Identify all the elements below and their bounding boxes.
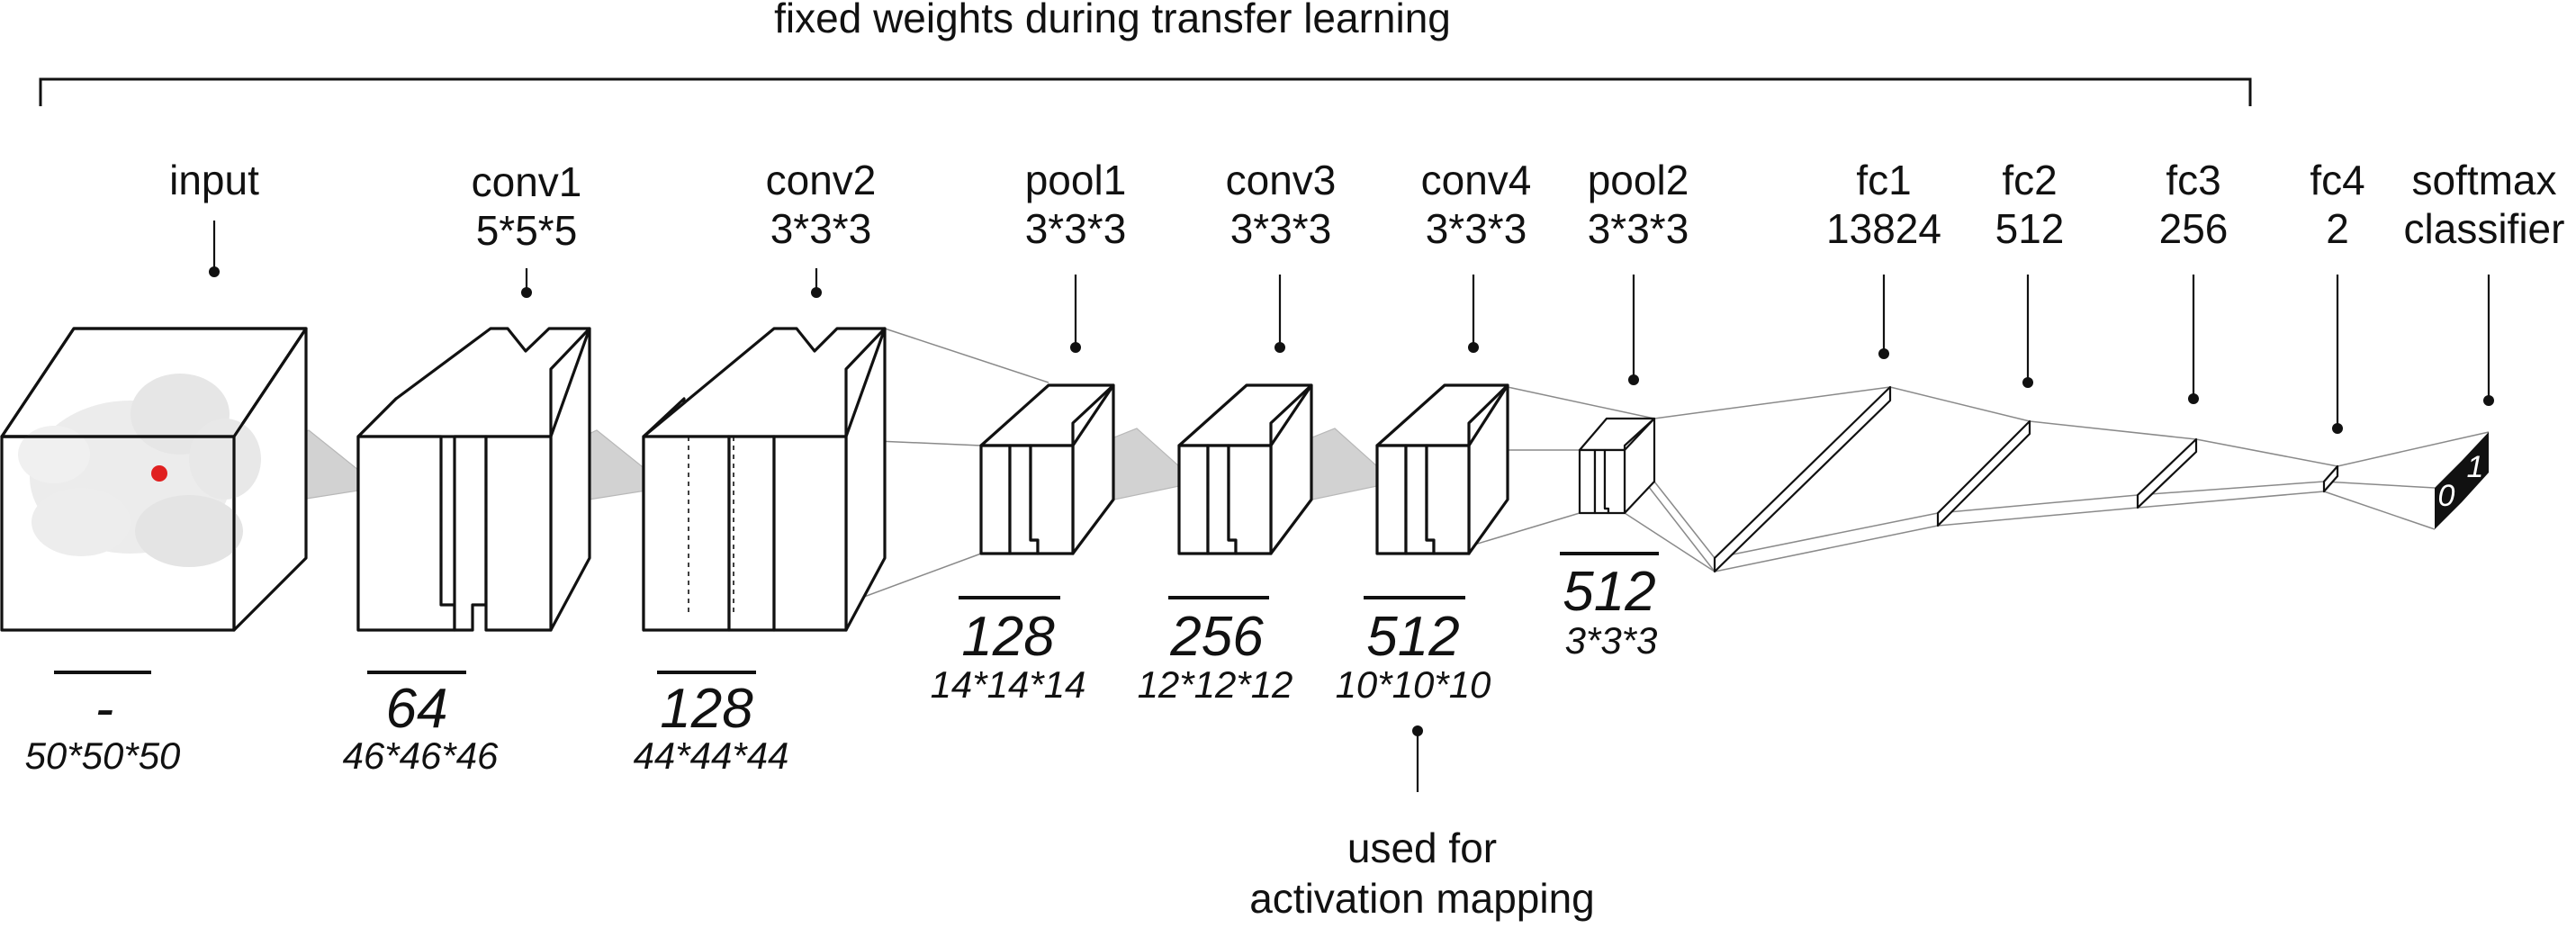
highlight-dot (151, 465, 167, 482)
fc2-label: fc2 (2002, 157, 2057, 203)
input-channels: - (95, 678, 114, 740)
conv2-channels: 128 (660, 678, 753, 740)
fc2-slab (1936, 419, 2031, 527)
input-volume (0, 327, 308, 632)
classifier-label-line1: softmax (2411, 157, 2556, 203)
conv3-label: conv3 (1226, 157, 1337, 203)
conv1-channels: 64 (386, 678, 448, 740)
conv4-label: conv4 (1421, 157, 1532, 203)
classifier-label-line2: classifier (2404, 205, 2565, 252)
conv4-block (1375, 383, 1509, 555)
conv1-block (356, 327, 591, 632)
pool2-size: 3*3*3 (1565, 619, 1658, 662)
pool1-label: pool1 (1025, 157, 1127, 203)
conv1-kernel: 5*5*5 (476, 207, 578, 254)
conv3-kernel: 3*3*3 (1230, 205, 1332, 252)
input-label: input (169, 157, 259, 203)
bracket-label: fixed weights during transfer learning (774, 0, 1451, 41)
output-box-1 (2462, 432, 2489, 502)
pool2-channels: 512 (1563, 561, 1655, 623)
fc3-label: fc3 (2166, 157, 2220, 203)
pool1-channels: 128 (961, 606, 1055, 668)
conv4-size: 10*10*10 (1336, 663, 1491, 706)
input-size: 50*50*50 (25, 734, 181, 777)
pool2-kernel: 3*3*3 (1588, 205, 1689, 252)
transfer-learning-bracket: fixed weights during transfer learning (39, 0, 2252, 106)
fc3-units: 256 (2159, 205, 2229, 252)
conv4-kernel: 3*3*3 (1426, 205, 1527, 252)
pool2-label: pool2 (1588, 157, 1689, 203)
conv2-size: 44*44*44 (634, 734, 789, 777)
pool2-block (1578, 417, 1656, 515)
conv2-label: conv2 (766, 157, 877, 203)
tumor-blob (18, 374, 261, 567)
conv2-kernel: 3*3*3 (770, 205, 872, 252)
fc4-slab (2322, 464, 2339, 493)
activation-note-line1: used for (1347, 824, 1497, 871)
fc1-units: 13824 (1826, 205, 1941, 252)
conv2-block (642, 327, 887, 632)
leader-lines (209, 221, 2494, 792)
output-box-0 (2435, 461, 2462, 529)
layer-top-labels: input conv1 5*5*5 conv2 3*3*3 pool1 3*3*… (169, 157, 2564, 254)
output-classes: 0 1 (2435, 432, 2489, 529)
pool1-size: 14*14*14 (931, 663, 1086, 706)
fc4-label: fc4 (2310, 157, 2364, 203)
conv1-label: conv1 (472, 158, 582, 205)
conv3-size: 12*12*12 (1138, 663, 1293, 706)
pool1-block (979, 383, 1115, 555)
conv4-channels: 512 (1366, 606, 1459, 668)
conv1-size: 46*46*46 (343, 734, 499, 777)
output-label-1: 1 (2467, 450, 2484, 484)
fc1-slab (1713, 385, 1892, 573)
output-label-0: 0 (2438, 479, 2455, 513)
fc2-units: 512 (1995, 205, 2065, 252)
pool1-kernel: 3*3*3 (1025, 205, 1127, 252)
fc3-slab (2136, 437, 2198, 509)
fc1-label: fc1 (1856, 157, 1911, 203)
conv3-channels: 256 (1169, 606, 1264, 668)
fc4-units: 2 (2326, 205, 2349, 252)
conv3-block (1177, 383, 1313, 555)
layer-bottom-labels: - 50*50*50 64 46*46*46 128 44*44*44 128 … (25, 552, 1659, 922)
activation-note-line2: activation mapping (1249, 875, 1595, 922)
